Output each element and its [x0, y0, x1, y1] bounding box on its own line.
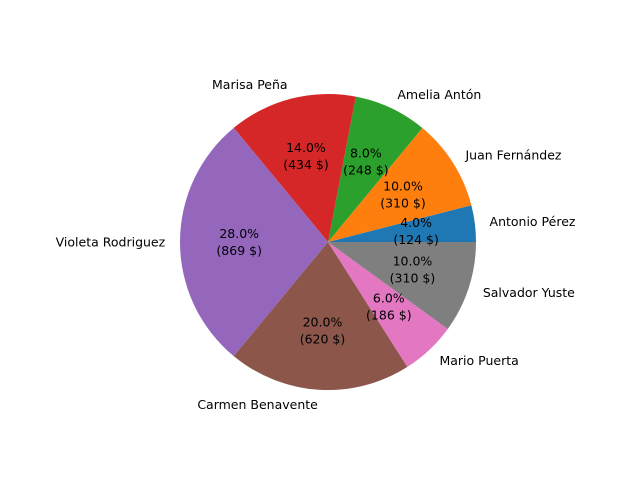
slice-percent-text: 10.0% — [383, 178, 423, 193]
slice-label-violeta-rodriguez: Violeta Rodriguez — [56, 235, 166, 250]
slice-value-text: (248 $) — [343, 163, 389, 178]
slice-value-text: (310 $) — [390, 270, 436, 285]
slice-percent-label-salvador-yuste: 10.0% (310 $) — [390, 253, 436, 285]
slice-label-carmen-benavente: Carmen Benavente — [197, 397, 318, 412]
slice-percent-label-antonio-perez: 4.0% (124 $) — [393, 215, 439, 247]
pie-slices — [180, 94, 476, 390]
slice-percent-label-carmen-benavente: 20.0% (620 $) — [300, 315, 346, 347]
pie-slice-juan-fernandez — [328, 127, 472, 242]
slice-value-text: (620 $) — [300, 332, 346, 347]
slice-label-antonio-perez: Antonio Pérez — [490, 214, 576, 229]
slice-value-text: (186 $) — [366, 308, 412, 323]
slice-label-salvador-yuste: Salvador Yuste — [483, 285, 575, 300]
slice-label-mario-puerta: Mario Puerta — [439, 353, 518, 368]
pie-slice-mario-puerta — [328, 242, 448, 367]
slice-percent-text: 4.0% — [400, 215, 432, 230]
slice-percent-text: 20.0% — [303, 315, 343, 330]
pie-slice-antonio-perez — [328, 205, 476, 242]
slice-value-text: (869 $) — [216, 243, 262, 258]
slice-percent-label-mario-puerta: 6.0% (186 $) — [366, 291, 412, 323]
slice-percent-text: 8.0% — [350, 146, 382, 161]
pie-slice-salvador-yuste — [328, 242, 476, 329]
slice-label-marisa-pena: Marisa Peña — [212, 77, 288, 92]
slice-percent-label-amelia-anton: 8.0% (248 $) — [343, 146, 389, 178]
slice-percent-label-juan-fernandez: 10.0% (310 $) — [380, 178, 426, 210]
pie-slice-amelia-anton — [328, 96, 423, 242]
slice-percent-text: 10.0% — [393, 253, 433, 268]
pie-slice-violeta-rodriguez — [180, 127, 328, 357]
pie-labels: Antonio Pérez 4.0% (124 $) Juan Fernández 10… — [56, 77, 576, 412]
slice-percent-label-violeta-rodriguez: 28.0% (869 $) — [216, 226, 262, 258]
slice-percent-text: 28.0% — [219, 226, 259, 241]
pie-slice-carmen-benavente — [233, 242, 408, 390]
slice-label-juan-fernandez: Juan Fernández — [464, 147, 561, 162]
pie-slice-marisa-pena — [233, 94, 356, 242]
slice-percent-text: 14.0% — [286, 140, 326, 155]
slice-percent-label-marisa-pena: 14.0% (434 $) — [283, 140, 329, 172]
slice-value-text: (124 $) — [393, 232, 439, 247]
slice-label-amelia-anton: Amelia Antón — [397, 87, 481, 102]
slice-value-text: (310 $) — [380, 195, 426, 210]
slice-percent-text: 6.0% — [373, 291, 405, 306]
slice-value-text: (434 $) — [283, 157, 329, 172]
